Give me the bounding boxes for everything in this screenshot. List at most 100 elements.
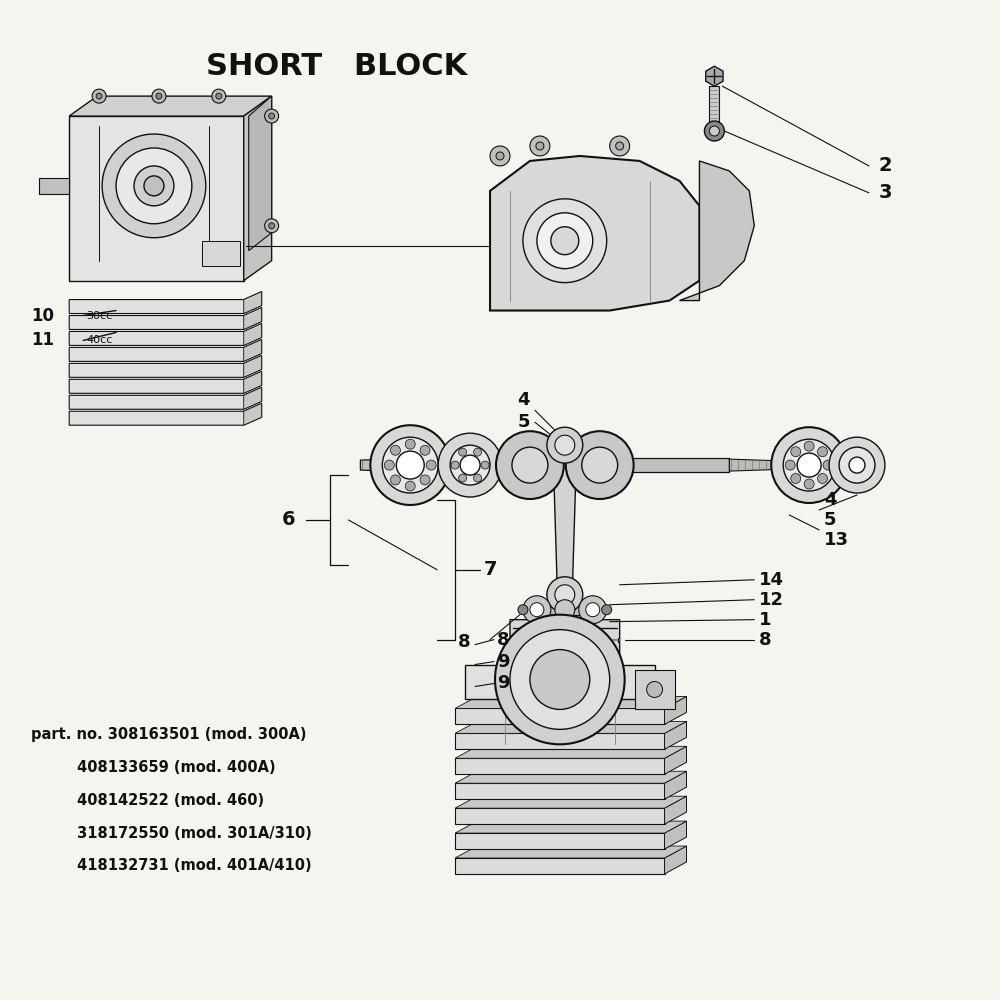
Circle shape [555, 585, 575, 605]
Polygon shape [244, 292, 262, 314]
Polygon shape [244, 308, 262, 329]
Text: 408142522 (mod. 460): 408142522 (mod. 460) [31, 793, 264, 808]
Text: 13: 13 [824, 531, 849, 549]
Circle shape [785, 460, 795, 470]
Circle shape [783, 439, 835, 491]
Text: 5: 5 [824, 511, 837, 529]
Polygon shape [69, 116, 244, 281]
Polygon shape [665, 746, 686, 774]
Circle shape [523, 596, 551, 624]
Circle shape [460, 455, 480, 475]
Circle shape [523, 199, 607, 283]
Circle shape [426, 460, 436, 470]
Text: 30cc: 30cc [86, 311, 112, 321]
Text: 4: 4 [517, 391, 530, 409]
Circle shape [390, 445, 400, 455]
Polygon shape [729, 459, 789, 471]
Text: 9: 9 [497, 674, 510, 692]
Text: 5: 5 [517, 413, 530, 431]
Circle shape [849, 457, 865, 473]
Text: 2: 2 [879, 156, 893, 175]
Polygon shape [455, 796, 686, 808]
Circle shape [530, 650, 590, 709]
Polygon shape [465, 665, 655, 699]
Text: 418132731 (mod. 401A/410): 418132731 (mod. 401A/410) [31, 858, 312, 873]
Polygon shape [525, 605, 605, 615]
Text: 11: 11 [31, 331, 54, 349]
Polygon shape [69, 339, 262, 361]
Circle shape [547, 427, 583, 463]
Circle shape [384, 460, 394, 470]
Circle shape [530, 603, 544, 617]
Polygon shape [244, 339, 262, 361]
Polygon shape [455, 708, 665, 724]
Circle shape [116, 148, 192, 224]
Circle shape [134, 166, 174, 206]
Circle shape [459, 448, 467, 456]
Polygon shape [455, 758, 665, 774]
Circle shape [791, 447, 801, 457]
Polygon shape [709, 86, 719, 121]
Circle shape [791, 474, 801, 483]
Circle shape [804, 479, 814, 489]
Circle shape [804, 441, 814, 451]
Polygon shape [455, 858, 665, 874]
Polygon shape [490, 156, 699, 311]
Polygon shape [69, 308, 262, 329]
Circle shape [420, 475, 430, 485]
Polygon shape [455, 783, 665, 799]
Circle shape [566, 431, 634, 499]
Circle shape [216, 93, 222, 99]
Polygon shape [500, 458, 729, 472]
Circle shape [518, 605, 528, 615]
Polygon shape [665, 846, 686, 874]
Polygon shape [244, 96, 272, 281]
Polygon shape [455, 696, 686, 708]
Circle shape [551, 227, 579, 255]
Polygon shape [360, 458, 420, 472]
Circle shape [616, 142, 624, 150]
Circle shape [396, 451, 424, 479]
Circle shape [496, 431, 564, 499]
Text: 1: 1 [759, 611, 772, 629]
Polygon shape [665, 796, 686, 824]
Circle shape [405, 481, 415, 491]
Polygon shape [455, 733, 665, 749]
Polygon shape [665, 771, 686, 799]
Circle shape [92, 89, 106, 103]
Circle shape [536, 142, 544, 150]
Circle shape [459, 474, 467, 482]
Text: 10: 10 [31, 307, 54, 325]
Text: 8: 8 [497, 631, 510, 649]
Text: 14: 14 [759, 571, 784, 589]
Polygon shape [244, 323, 262, 345]
Circle shape [547, 577, 583, 613]
Circle shape [269, 113, 275, 119]
Circle shape [481, 461, 489, 469]
Circle shape [474, 448, 482, 456]
Circle shape [438, 433, 502, 497]
Circle shape [647, 681, 663, 697]
Circle shape [530, 136, 550, 156]
Circle shape [797, 453, 821, 477]
Polygon shape [455, 821, 686, 833]
Polygon shape [249, 96, 272, 251]
Text: 7: 7 [484, 560, 498, 579]
Polygon shape [635, 670, 675, 709]
Polygon shape [510, 620, 620, 699]
Text: 318172550 (mod. 301A/310): 318172550 (mod. 301A/310) [31, 826, 312, 841]
Bar [202, 241, 240, 266]
Polygon shape [69, 403, 262, 425]
Circle shape [771, 427, 847, 503]
Polygon shape [244, 403, 262, 425]
Circle shape [610, 136, 630, 156]
Polygon shape [244, 387, 262, 409]
Polygon shape [39, 178, 69, 194]
Circle shape [818, 447, 828, 457]
Circle shape [704, 121, 724, 141]
Polygon shape [69, 355, 262, 377]
Circle shape [586, 603, 600, 617]
Text: part. no. 308163501 (mod. 300A): part. no. 308163501 (mod. 300A) [31, 727, 307, 742]
Circle shape [555, 435, 575, 455]
Polygon shape [455, 833, 665, 849]
